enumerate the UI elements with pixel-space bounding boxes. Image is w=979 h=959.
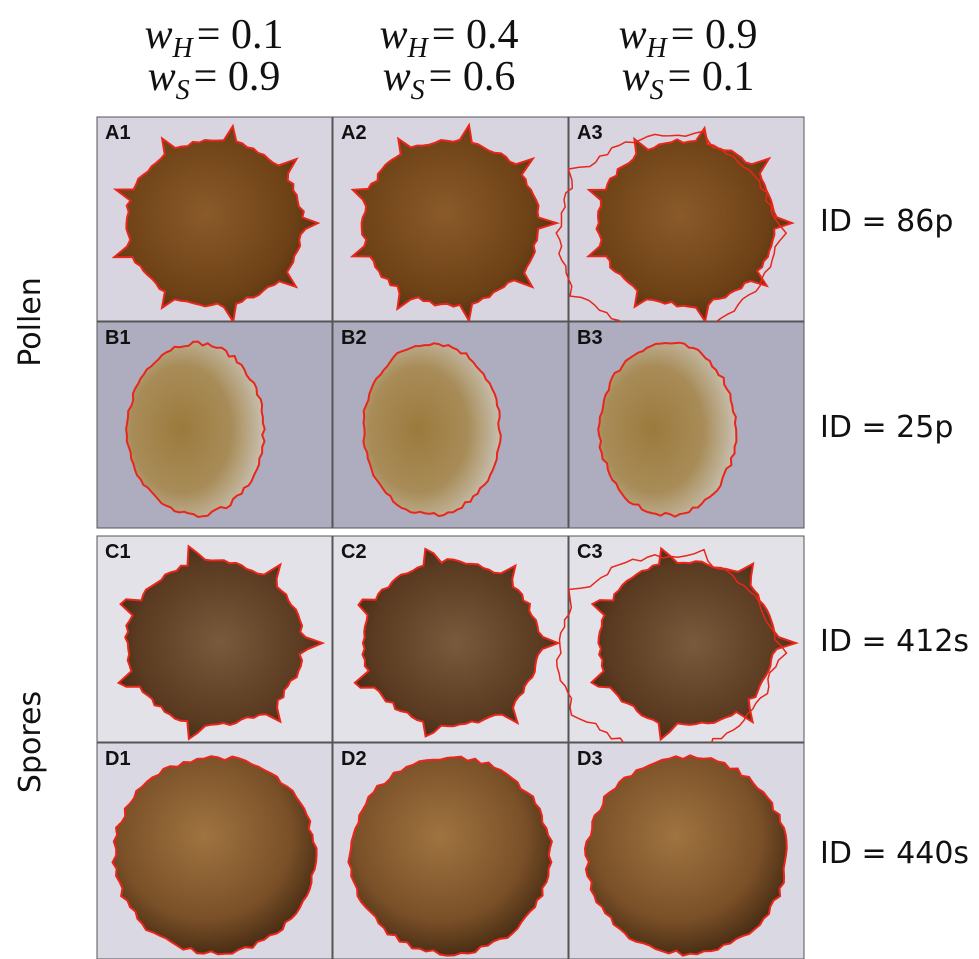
specimen-id: ID = 412s <box>820 624 969 659</box>
column-header: wS= 0.6 <box>383 54 516 106</box>
row-group-label: Pollen <box>13 277 48 367</box>
specimen <box>114 126 318 322</box>
column-header: wH= 0.9 <box>619 12 758 64</box>
subscript: H <box>646 33 669 64</box>
panel-label: C3 <box>577 541 603 563</box>
specimen <box>585 755 787 956</box>
column-header: wH= 0.1 <box>145 12 284 64</box>
segmentation-outline <box>362 342 502 518</box>
panel-label: B2 <box>341 327 367 349</box>
specimen-id: ID = 440s <box>820 836 969 871</box>
specimen <box>591 548 796 740</box>
symbol: w <box>145 12 173 58</box>
panel-label: B3 <box>577 327 603 349</box>
segmentation-outline <box>589 546 800 742</box>
segmentation-outline <box>585 125 795 324</box>
equation: = 0.9 <box>194 54 281 100</box>
panel-label: A2 <box>341 122 367 144</box>
segmentation-outline <box>353 547 561 738</box>
symbol: w <box>383 54 411 100</box>
segmentation-outline <box>583 754 788 957</box>
segmentation-outline <box>555 548 788 758</box>
panel-label: B1 <box>105 327 131 349</box>
segmentation-outline <box>125 340 266 519</box>
specimen-id: ID = 25p <box>820 410 953 445</box>
equation: = 0.6 <box>429 54 516 100</box>
specimen <box>598 342 737 517</box>
segmentation-outline <box>555 130 788 335</box>
specimen <box>363 343 501 517</box>
specimen <box>352 125 557 321</box>
subscript: S <box>411 75 425 106</box>
specimen <box>126 341 265 517</box>
panel-label: D3 <box>577 748 603 770</box>
panel-label: D1 <box>105 748 131 770</box>
column-header: wS= 0.1 <box>622 54 755 106</box>
segmentation-outline <box>347 755 553 957</box>
panel-label: C1 <box>105 541 131 563</box>
symbol: w <box>148 54 176 100</box>
segmentation-outline <box>597 341 738 518</box>
specimen <box>588 128 792 322</box>
segmentation-outline <box>111 123 321 325</box>
panel-label: C2 <box>341 541 367 563</box>
subscript: S <box>650 75 664 106</box>
row-group-label: Spores <box>13 691 48 793</box>
specimen <box>112 756 317 955</box>
specimen <box>354 548 559 737</box>
panel-label: D2 <box>341 748 367 770</box>
equation: = 0.9 <box>671 12 758 58</box>
segmentation-outline <box>349 122 561 324</box>
symbol: w <box>622 54 650 100</box>
equation: = 0.1 <box>197 12 284 58</box>
subscript: S <box>176 75 190 106</box>
subscript: H <box>407 33 430 64</box>
specimen <box>118 546 323 739</box>
column-header: wH= 0.4 <box>380 12 519 64</box>
equation: = 0.4 <box>432 12 519 58</box>
equation: = 0.1 <box>668 54 755 100</box>
panel-label: A3 <box>577 122 603 144</box>
symbol: w <box>619 12 647 58</box>
symbol: w <box>380 12 408 58</box>
segmentation-outline <box>116 544 326 741</box>
panel-label: A1 <box>105 122 131 144</box>
subscript: H <box>172 33 195 64</box>
column-header: wS= 0.9 <box>148 54 281 106</box>
segmentation-outline <box>111 755 318 956</box>
specimen-id: ID = 86p <box>820 204 953 239</box>
specimen <box>348 756 552 956</box>
